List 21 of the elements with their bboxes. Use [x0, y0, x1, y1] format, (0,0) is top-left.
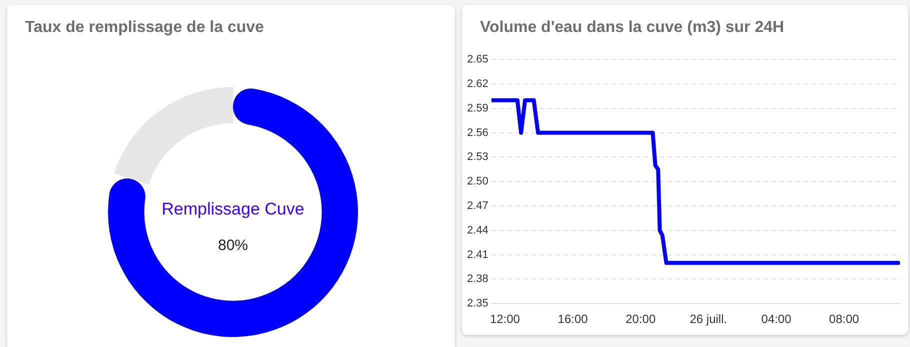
y-tick-label: 2.56: [466, 126, 488, 139]
y-tick-label: 2.41: [466, 248, 488, 261]
y-tick-label: 2.65: [466, 54, 488, 66]
x-tick-label: 26 juill.: [690, 312, 728, 326]
y-tick-label: 2.35: [466, 298, 488, 310]
y-tick-label: 2.38: [466, 273, 488, 286]
y-tick-label: 2.50: [466, 176, 488, 188]
y-tick-label: 2.47: [466, 200, 488, 212]
chart-title: Taux de remplissage de la cuve: [25, 19, 264, 37]
text: Remplissage Cuve: [162, 200, 304, 219]
text: 80%: [218, 237, 248, 254]
chart-title: Volume d'eau dans la cuve (m3) sur 24H: [480, 19, 784, 37]
y-tick-label: 2.44: [466, 224, 488, 236]
x-tick-label: 08:00: [829, 312, 860, 326]
y-tick-label: 2.53: [466, 151, 488, 164]
y-tick-label: 2.59: [466, 102, 488, 114]
x-tick-label: 20:00: [626, 312, 656, 326]
x-tick-label: 04:00: [761, 312, 792, 326]
y-tick-label: 2.62: [466, 78, 488, 90]
x-tick-label: 12:00: [490, 312, 520, 326]
x-tick-label: 16:00: [558, 312, 588, 326]
